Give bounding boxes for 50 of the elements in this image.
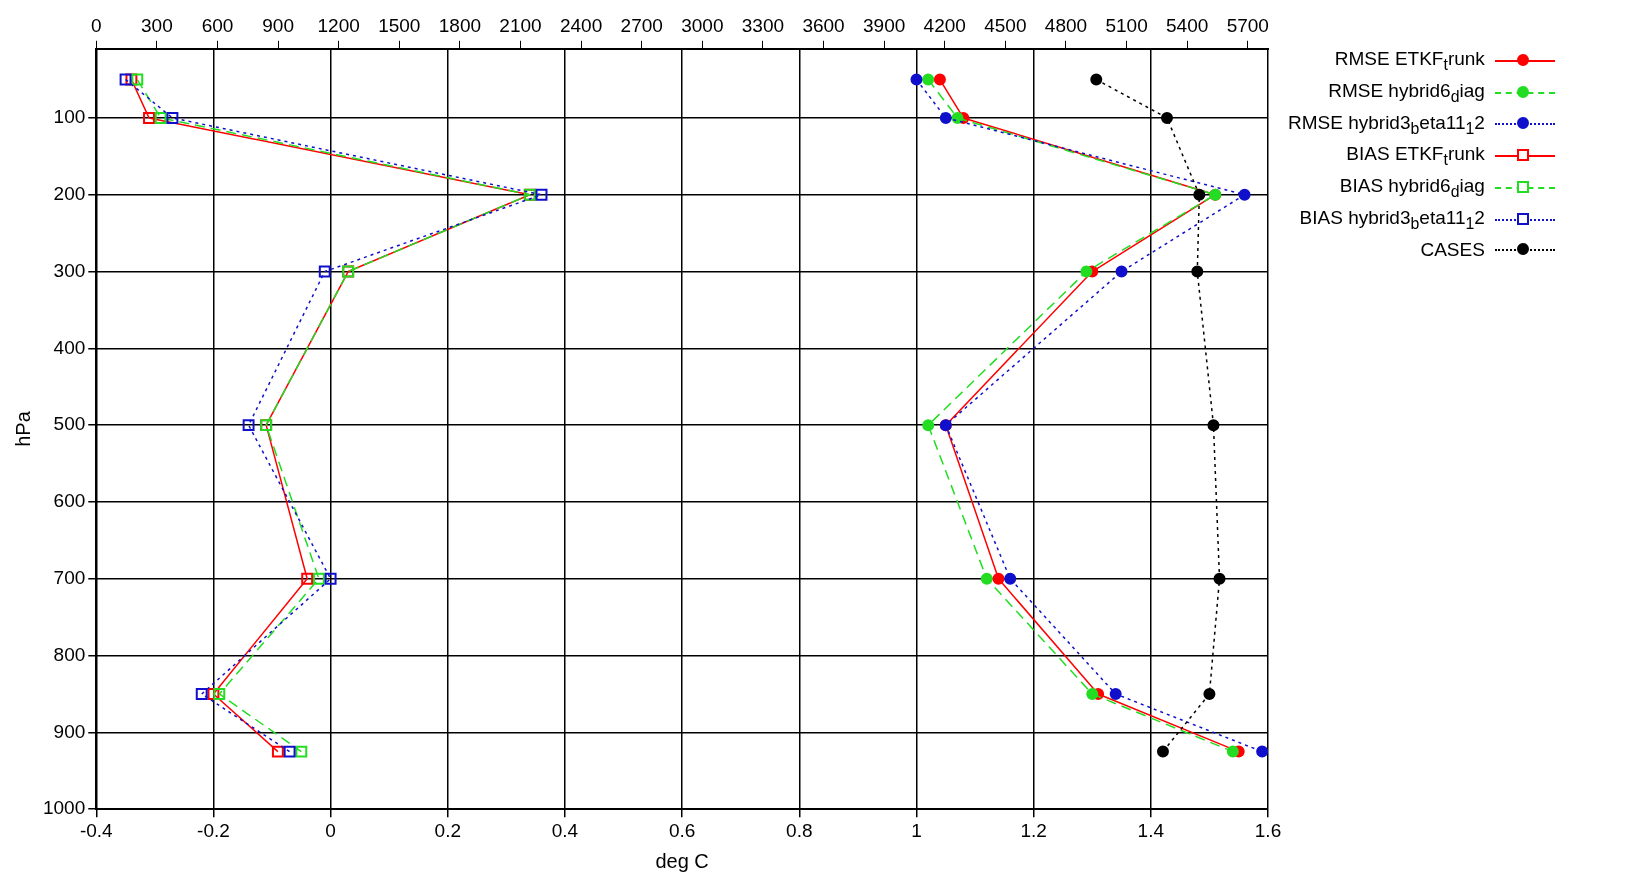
x2-tick-label: 5400	[1166, 14, 1209, 36]
y-tick-label: 200	[53, 182, 86, 204]
x-tick-label: 1	[911, 819, 922, 841]
y-tick-label: 100	[53, 106, 86, 128]
x2-tick-label: 600	[201, 14, 234, 36]
x2-tick-label: 300	[141, 14, 173, 36]
y-tick-label: 700	[53, 567, 86, 589]
x2-tick-label: 4800	[1044, 14, 1088, 36]
y-tick-label: 600	[53, 490, 86, 512]
x-tick-label: -0.4	[79, 819, 114, 841]
x2-tick-label: 1200	[317, 14, 360, 36]
y-axis-title: hPa	[11, 410, 34, 447]
legend-label: RMSE hybrid3$_{b}$eta11$_{1}$2	[1288, 111, 1485, 138]
y-tick-label: 300	[53, 259, 86, 281]
legend-label: BIAS ETKF$_{t}$runk	[1346, 143, 1485, 170]
x2-tick-label: 5700	[1226, 14, 1269, 36]
x2-tick-label: 5100	[1105, 14, 1148, 36]
y-tick-label: 900	[53, 720, 86, 742]
legend-label: BIAS hybrid6$_{d}$iag	[1339, 175, 1485, 201]
legend-label: CASES	[1420, 238, 1485, 261]
x-tick-label: 0.6	[668, 819, 696, 841]
x-tick-label: 0.4	[551, 819, 579, 841]
x2-tick-label: 3900	[863, 14, 906, 36]
x-tick-label: 1.4	[1137, 819, 1165, 841]
x-axis-title: deg C	[655, 849, 709, 872]
x-tick-label: 0	[325, 819, 336, 841]
x-tick-label: 1.2	[1020, 819, 1047, 841]
legend-label: BIAS hybrid3$_{b}$eta11$_{1}$2	[1299, 206, 1485, 233]
x2-tick-label: 2400	[559, 14, 603, 36]
x2-tick-label: 1500	[378, 14, 421, 36]
y-tick-label: 800	[53, 643, 86, 665]
x-tick-label: 0.8	[786, 819, 813, 841]
y-tick-label: 400	[53, 336, 86, 358]
x2-tick-label: 4200	[923, 14, 966, 36]
x2-tick-label: 4500	[984, 14, 1027, 36]
legend-label: RMSE ETKF$_{t}$runk	[1334, 48, 1485, 74]
x2-tick-label: 1800	[438, 14, 482, 36]
x-tick-label: 0.2	[434, 819, 461, 841]
x-tick-label: -0.2	[197, 819, 230, 841]
x2-tick-label: 2700	[620, 14, 663, 36]
x2-tick-label: 3600	[802, 14, 845, 36]
y-tick-label: 1000	[42, 797, 86, 819]
x2-tick-label: 2100	[499, 14, 542, 36]
x2-tick-label: 900	[262, 14, 294, 36]
y-tick-label: 500	[53, 413, 86, 435]
x-tick-label: 1.6	[1254, 819, 1282, 841]
legend-label: RMSE hybrid6$_{d}$iag	[1328, 79, 1485, 106]
x2-tick-label: 3000	[681, 14, 724, 36]
x2-tick-label: 0	[90, 14, 102, 36]
x2-tick-label: 3300	[741, 14, 785, 36]
